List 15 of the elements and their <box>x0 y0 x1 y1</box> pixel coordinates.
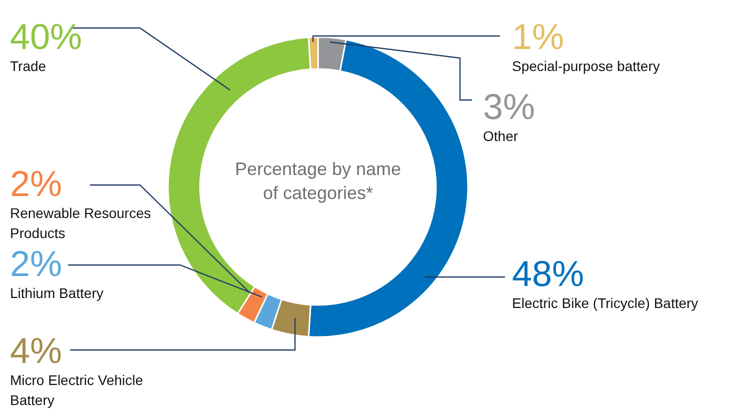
data-label: 4% <box>10 330 64 371</box>
data-label: 48% <box>512 253 586 294</box>
slice-label: Other <box>483 127 520 146</box>
data-label: 2% <box>10 243 64 284</box>
slice-label: Micro Electric Vehicle Battery <box>10 371 144 410</box>
data-label: 2% <box>10 163 64 204</box>
slice-label: Special-purpose battery <box>512 57 661 76</box>
data-label: 1% <box>512 16 566 57</box>
text: Percentage by name of categories* <box>234 158 402 205</box>
data-label: 40% <box>10 16 84 57</box>
slice-label: Renewable Resources Products <box>10 204 152 243</box>
slice-label: Lithium Battery <box>10 284 104 303</box>
data-label: 3% <box>483 86 536 127</box>
slice-label: Electric Bike (Tricycle) Battery <box>512 294 700 313</box>
slice-label: Trade <box>10 57 48 76</box>
